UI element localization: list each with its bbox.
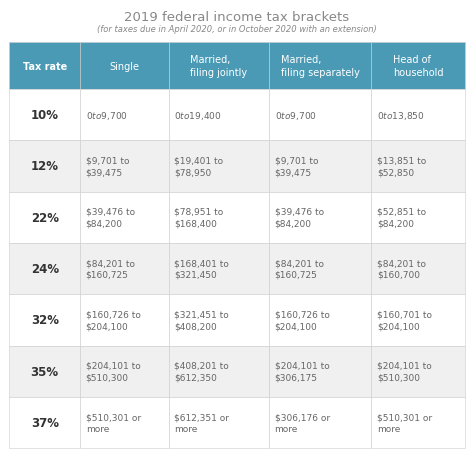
Bar [371,192,465,243]
Text: $13,851 to
$52,850: $13,851 to $52,850 [377,156,426,177]
Text: Married,
filing separately: Married, filing separately [281,56,359,78]
Text: $19,401 to
$78,950: $19,401 to $78,950 [174,156,224,177]
Text: 2019 federal income tax brackets: 2019 federal income tax brackets [125,11,349,25]
Bar [169,397,269,448]
Text: $321,451 to
$408,200: $321,451 to $408,200 [174,310,229,331]
Bar [269,192,371,243]
Bar [269,43,371,90]
Bar [9,397,80,448]
Bar [371,43,465,90]
Bar [9,346,80,397]
Bar [269,141,371,192]
Bar [169,141,269,192]
Text: $204,101 to
$510,300: $204,101 to $510,300 [377,361,432,382]
Text: 22%: 22% [31,211,59,224]
Bar [371,90,465,141]
Text: $306,176 or
more: $306,176 or more [274,412,329,433]
Text: $0 to $9,700: $0 to $9,700 [86,109,128,121]
Bar [80,397,169,448]
Text: Tax rate: Tax rate [23,61,67,71]
Text: Married,
filing jointly: Married, filing jointly [190,56,247,78]
Bar [169,243,269,294]
Text: $168,401 to
$321,450: $168,401 to $321,450 [174,258,229,279]
Text: (for taxes due in April 2020, or in October 2020 with an extension): (for taxes due in April 2020, or in Octo… [97,25,377,34]
Bar [169,192,269,243]
Text: $204,101 to
$510,300: $204,101 to $510,300 [86,361,140,382]
Text: Head of
household: Head of household [392,56,443,78]
Bar [371,243,465,294]
Text: $160,726 to
$204,100: $160,726 to $204,100 [86,310,141,331]
Text: $52,851 to
$84,200: $52,851 to $84,200 [377,207,426,228]
Bar [371,141,465,192]
Bar [9,90,80,141]
Text: $9,701 to
$39,475: $9,701 to $39,475 [274,156,318,177]
Text: $408,201 to
$612,350: $408,201 to $612,350 [174,361,229,382]
Text: $0 to $9,700: $0 to $9,700 [274,109,317,121]
Text: $160,726 to
$204,100: $160,726 to $204,100 [274,310,329,331]
Text: $78,951 to
$168,400: $78,951 to $168,400 [174,207,224,228]
Bar [269,90,371,141]
Text: $39,476 to
$84,200: $39,476 to $84,200 [86,207,135,228]
Bar [9,141,80,192]
Bar [169,43,269,90]
Text: $0 to $19,400: $0 to $19,400 [174,109,222,121]
Bar [80,346,169,397]
Text: $9,701 to
$39,475: $9,701 to $39,475 [86,156,129,177]
Bar [80,294,169,346]
Text: 37%: 37% [31,416,59,429]
Bar [80,192,169,243]
Bar [9,294,80,346]
Bar [269,346,371,397]
Bar [169,346,269,397]
Text: 32%: 32% [31,313,59,327]
Text: $0 to $13,850: $0 to $13,850 [377,109,425,121]
Bar [371,397,465,448]
Bar [269,294,371,346]
Text: $510,301 or
more: $510,301 or more [86,412,141,433]
Bar [371,294,465,346]
Text: $39,476 to
$84,200: $39,476 to $84,200 [274,207,324,228]
Text: 24%: 24% [31,263,59,275]
Bar [269,243,371,294]
Text: 35%: 35% [31,365,59,378]
Text: $84,201 to
$160,725: $84,201 to $160,725 [86,258,135,279]
Text: 10%: 10% [31,109,59,122]
Text: 12%: 12% [31,160,59,173]
Text: $510,301 or
more: $510,301 or more [377,412,432,433]
Text: $84,201 to
$160,700: $84,201 to $160,700 [377,258,426,279]
Bar [80,43,169,90]
Bar [9,243,80,294]
Text: $160,701 to
$204,100: $160,701 to $204,100 [377,310,432,331]
Bar [269,397,371,448]
Bar [169,90,269,141]
Bar [80,90,169,141]
Text: $84,201 to
$160,725: $84,201 to $160,725 [274,258,324,279]
Bar [371,346,465,397]
Bar [80,141,169,192]
Text: $204,101 to
$306,175: $204,101 to $306,175 [274,361,329,382]
Bar [9,43,80,90]
Text: Single: Single [109,61,139,71]
Bar [9,192,80,243]
Text: $612,351 or
more: $612,351 or more [174,412,229,433]
Bar [169,294,269,346]
Bar [80,243,169,294]
